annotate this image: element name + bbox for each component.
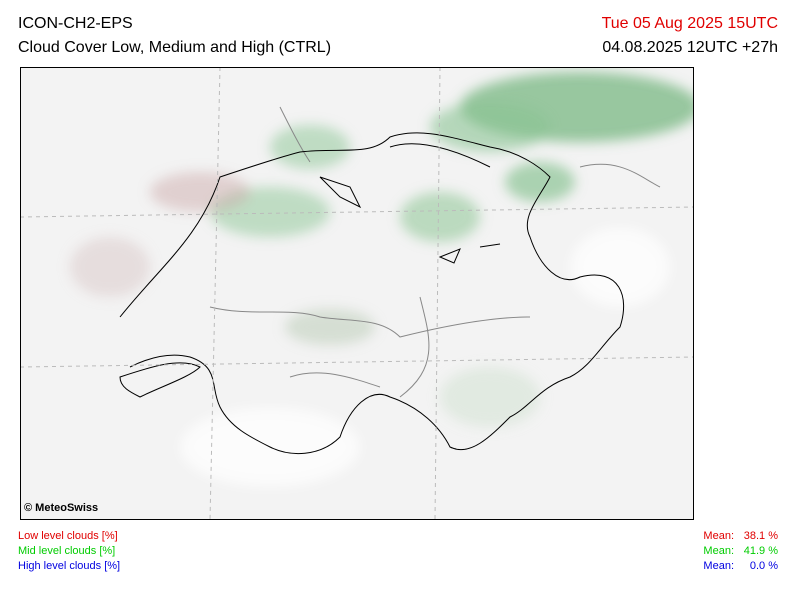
- regional-borders: [209, 106, 661, 398]
- mean-label: Mean:: [703, 530, 734, 542]
- credit: © MeteoSwiss: [24, 502, 98, 514]
- legend-label: Low level clouds [%]: [18, 530, 118, 542]
- valid-time: Tue 05 Aug 2025 15UTC: [601, 15, 778, 32]
- legend-label: Mid level clouds [%]: [18, 545, 116, 557]
- mean-label: Mean:: [703, 560, 734, 572]
- map-frame: [20, 67, 694, 520]
- country-borders: [119, 132, 625, 455]
- legend-label: High level clouds [%]: [18, 560, 121, 572]
- mean-value: 38.1 %: [743, 530, 778, 542]
- map: © MeteoSwiss: [20, 67, 694, 520]
- mean-label: Mean:: [703, 545, 734, 557]
- mean-value: 41.9 %: [743, 545, 778, 557]
- run-lead: 04.08.2025 12UTC +27h: [602, 39, 778, 56]
- cloud-field: [70, 72, 694, 487]
- graticule: [20, 67, 694, 520]
- model-name: ICON-CH2-EPS: [18, 15, 133, 32]
- mean-value: 0.0 %: [749, 560, 778, 572]
- product-title: Cloud Cover Low, Medium and High (CTRL): [18, 39, 332, 56]
